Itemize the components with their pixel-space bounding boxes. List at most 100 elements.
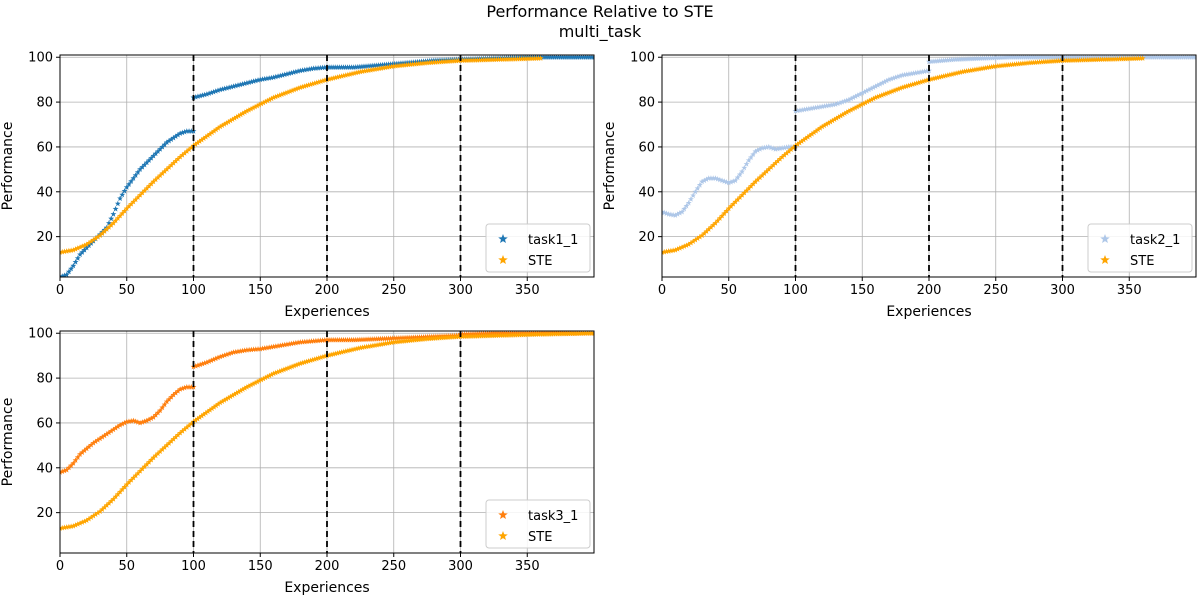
y-tick-label: 80 (36, 372, 53, 387)
data-point (88, 441, 95, 448)
data-point (699, 178, 705, 185)
data-point (484, 332, 491, 339)
data-point (980, 65, 987, 71)
data-point (428, 57, 435, 64)
data-point (761, 170, 768, 176)
data-point (478, 56, 485, 63)
y-tick-label: 20 (36, 230, 53, 245)
data-point (272, 73, 279, 80)
data-point (372, 342, 378, 348)
data-point (146, 416, 152, 423)
data-point (465, 57, 472, 63)
data-point (126, 181, 132, 187)
data-point (344, 347, 351, 354)
data-point (406, 59, 413, 66)
data-point (1001, 62, 1008, 68)
data-point (728, 178, 734, 185)
data-point (950, 56, 957, 63)
data-point (137, 468, 144, 474)
data-point (781, 152, 788, 158)
data-point (60, 248, 66, 255)
data-point (409, 61, 416, 67)
data-point (150, 178, 157, 185)
data-point (194, 139, 201, 146)
data-point (1099, 56, 1106, 62)
data-point (474, 333, 481, 339)
data-point (447, 334, 454, 340)
data-point (383, 335, 390, 342)
data-point (716, 176, 723, 183)
data-point (750, 151, 757, 157)
data-point (285, 89, 291, 95)
data-point (241, 109, 248, 115)
data-point (1137, 55, 1144, 61)
data-point (248, 381, 254, 388)
data-point (1026, 59, 1033, 66)
legend-label: STE (528, 254, 552, 269)
data-point (831, 116, 838, 123)
data-point (237, 348, 244, 354)
data-point (284, 341, 290, 347)
data-point (781, 144, 788, 151)
data-point (985, 55, 992, 61)
data-point (685, 199, 692, 206)
data-point (280, 366, 287, 373)
data-point (963, 55, 969, 62)
data-point (272, 93, 279, 100)
data-point (92, 511, 99, 518)
data-point (252, 346, 259, 352)
data-point (83, 244, 90, 251)
data-point (512, 331, 519, 338)
data-point (832, 101, 839, 107)
data-point (183, 148, 190, 154)
data-point (163, 442, 170, 448)
data-point (239, 386, 246, 392)
data-point (356, 336, 363, 343)
data-point (1040, 58, 1047, 65)
data-point (1122, 55, 1129, 62)
data-point (365, 63, 372, 69)
data-point (203, 91, 210, 97)
data-point (522, 55, 529, 62)
data-point (292, 339, 299, 346)
data-point (206, 406, 213, 413)
data-point (794, 141, 801, 147)
data-point (1124, 55, 1131, 62)
data-point (415, 336, 422, 343)
data-point (101, 432, 108, 439)
legend-marker-icon (1100, 234, 1110, 244)
data-point (833, 115, 840, 121)
data-point (157, 146, 164, 152)
data-point (404, 334, 411, 341)
data-point (1011, 61, 1018, 67)
data-point (246, 79, 253, 85)
data-point (418, 58, 425, 65)
data-point (232, 348, 239, 355)
data-point (1127, 55, 1133, 62)
data-point (250, 346, 257, 353)
data-point (128, 417, 135, 424)
legend: task3_1 STE (485, 499, 591, 549)
data-point (414, 334, 421, 340)
data-point (194, 415, 201, 422)
data-point (201, 91, 208, 98)
data-point (322, 353, 328, 359)
data-point (177, 386, 184, 392)
legend: task1_1 STE (485, 223, 591, 273)
data-point (365, 67, 372, 73)
data-point (330, 75, 337, 81)
x-tick-label: 50 (118, 559, 135, 574)
data-point (420, 60, 426, 66)
data-point (839, 98, 846, 105)
data-point (334, 350, 341, 356)
data-point (967, 55, 974, 62)
x-tick-label: 150 (248, 559, 273, 574)
y-tick-label: 80 (638, 96, 655, 111)
data-point (670, 247, 677, 253)
data-point (243, 346, 250, 353)
data-point (354, 63, 361, 70)
data-point (991, 55, 998, 61)
data-point (206, 358, 213, 364)
data-point (353, 69, 360, 76)
data-point (229, 116, 236, 123)
